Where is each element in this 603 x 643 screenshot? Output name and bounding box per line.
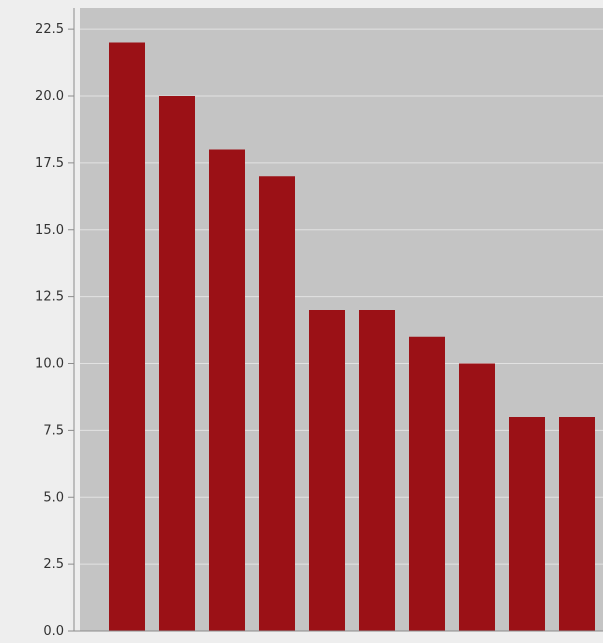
y-tick-label: 2.5 [43,557,64,572]
y-tick-label: 5.0 [43,490,64,505]
y-tick-label: 20.0 [35,89,64,104]
bar [259,176,295,631]
bar [109,42,145,631]
y-tick-label: 0.0 [43,624,64,639]
y-tick-label: 17.5 [35,156,64,171]
y-axis-ticks: 0.0 2.5 5.0 7.5 10.0 12.5 15.0 17.5 20.0 22.5 [35,22,74,639]
y-tick-label: 10.0 [35,357,64,372]
bar [159,96,195,631]
bar [459,363,495,631]
y-tick-label: 22.5 [35,22,64,37]
bar [309,310,345,631]
bars [109,42,595,631]
bar [559,417,595,631]
y-tick-label: 12.5 [35,290,64,305]
y-tick-label: 7.5 [43,423,64,438]
bar [359,310,395,631]
y-tick-label: 15.0 [35,223,64,238]
bar [409,336,445,631]
bar [509,417,545,631]
bar [209,149,245,631]
